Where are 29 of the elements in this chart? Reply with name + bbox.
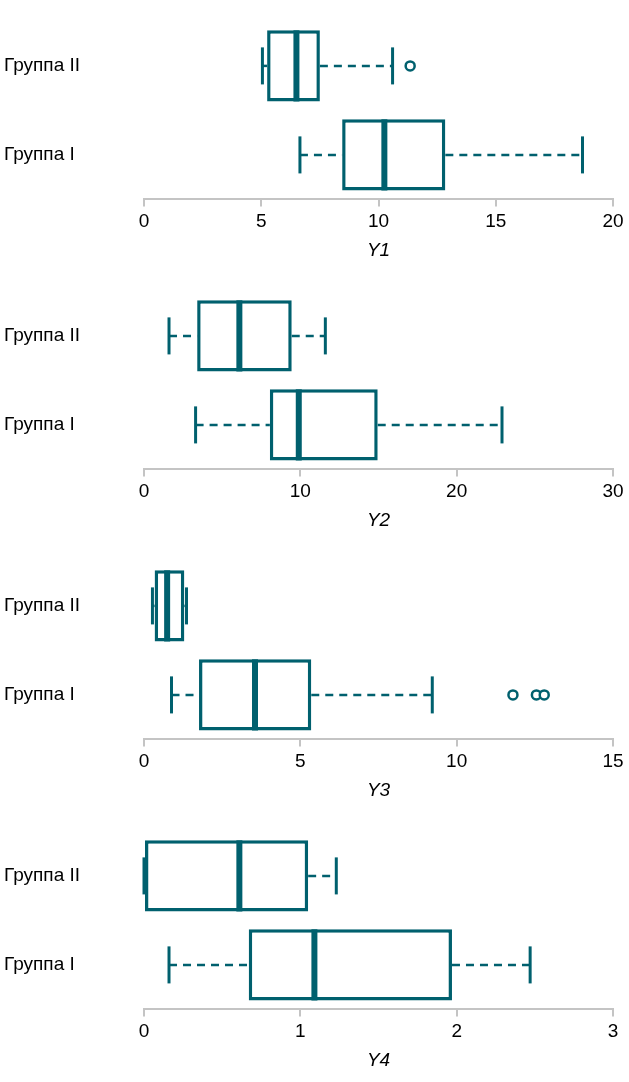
y-tick-label: Группа II [4,594,81,616]
x-axis-title: Y3 [366,778,391,800]
x-tick-label: 0 [138,1020,150,1042]
x-tick-label: 10 [289,480,311,502]
x-tick-label: 3 [607,1020,619,1042]
x-axis-title: Y2 [366,508,391,530]
x-axis-title: Y4 [366,1048,391,1070]
y-tick-label: Группа I [4,683,75,705]
x-tick-label: 5 [295,750,306,772]
x-tick-label: 30 [602,480,624,502]
x-tick-label: 0 [138,210,150,232]
y-tick-label: Группа I [4,413,75,435]
y-tick-label: Группа II [4,324,81,346]
x-tick-label: 2 [451,1020,462,1042]
x-tick-label: 10 [446,750,468,772]
x-tick-label: 20 [446,480,468,502]
x-tick-label: 20 [602,210,624,232]
x-tick-label: 5 [255,210,267,232]
x-tick-label: 15 [602,750,624,772]
y-tick-label: Группа I [4,953,75,975]
x-tick-label: 15 [485,210,507,232]
x-tick-label: 1 [295,1020,306,1042]
y-tick-label: Группа I [4,143,75,165]
y-tick-label: Группа II [4,54,81,76]
y-tick-label: Группа II [4,864,81,886]
x-tick-label: 0 [138,750,150,772]
x-tick-label: 0 [138,480,150,502]
x-axis-title: Y1 [366,238,391,260]
x-tick-label: 10 [367,210,390,232]
